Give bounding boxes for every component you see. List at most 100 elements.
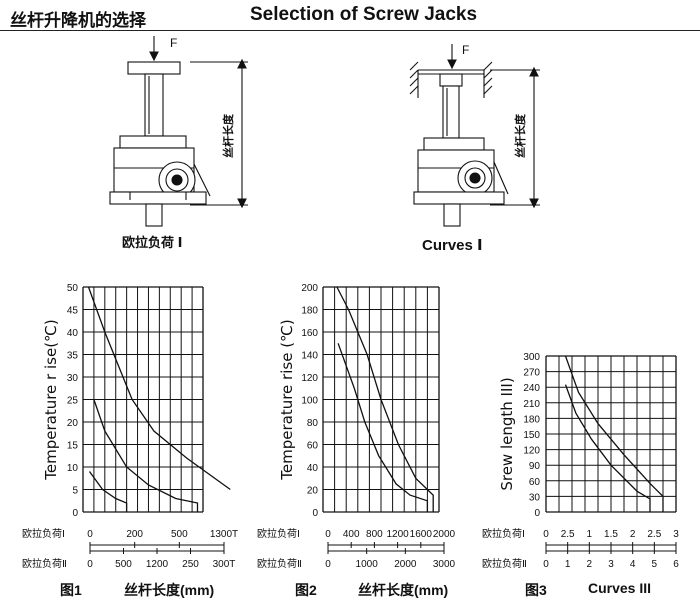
screw-length-label-left: 丝杆长度 <box>221 113 235 158</box>
euler-tick-label: 300T <box>213 559 236 570</box>
euler-tick-label: 0 <box>325 559 331 570</box>
euler-tick-label: 0 <box>543 529 549 540</box>
euler-tick-label: 0 <box>87 559 93 570</box>
header-title-cn: 丝杆升降机的选择 <box>10 11 146 30</box>
euler-tick-label: 1600 <box>410 529 433 540</box>
caption-fig1: 图1 <box>60 582 82 598</box>
chart-2: 0 20 40 60 80 100 120 140 160 180 200 Temperature r… <box>257 283 456 570</box>
header-divider <box>0 30 700 31</box>
euler-scale-label: 欧拉负荷Ⅱ <box>257 557 302 570</box>
y-tick-label: 120 <box>523 446 540 457</box>
euler-tick-label: 1 <box>565 559 571 570</box>
euler-scale-label: 欧拉负荷Ⅱ <box>22 557 67 570</box>
y-tick-label: 35 <box>67 351 79 362</box>
euler-tick-label: 4 <box>630 559 636 570</box>
y-tick-label: 300 <box>523 352 540 363</box>
euler-tick-label: 3 <box>673 529 679 540</box>
y-tick-label: 60 <box>307 441 319 452</box>
y-tick-label: 270 <box>523 368 540 379</box>
y-tick-label: 5 <box>72 486 78 497</box>
y-tick-label: 0 <box>72 508 78 519</box>
euler-tick-label: 0 <box>325 529 331 540</box>
euler-tick-label: 0 <box>543 559 549 570</box>
caption-x1: 丝杆长度(mm) <box>124 582 215 598</box>
y-tick-label: 200 <box>301 283 318 294</box>
series-curve <box>564 355 664 512</box>
caption-x2: 丝杆长度(mm) <box>358 582 449 598</box>
euler-tick-label: 1200 <box>386 529 409 540</box>
euler-tick-label: 800 <box>366 529 383 540</box>
y-tick-label: 180 <box>301 306 318 317</box>
euler-tick-label: 1 <box>587 529 593 540</box>
header-title-en: Selection of Screw Jacks <box>250 4 478 25</box>
force-label-right: F <box>462 43 469 57</box>
caption-fig3: 图3 <box>525 582 547 598</box>
euler-tick-label: 0 <box>87 529 93 540</box>
y-tick-label: 120 <box>301 373 318 384</box>
chart-1: 0 5 10 15 20 25 30 35 40 45 50 Temperature r ise(℃)… <box>22 283 238 570</box>
y-axis-label: Srew length III) <box>498 377 516 490</box>
y-tick-label: 25 <box>67 396 79 407</box>
y-axis-label: Temperature rise (℃) <box>278 319 296 480</box>
euler-tick-label: 3000 <box>433 559 456 570</box>
euler-scale-label: 欧拉负荷Ⅰ <box>257 527 300 540</box>
series-curve <box>93 399 199 512</box>
y-tick-label: 90 <box>529 461 541 472</box>
y-tick-label: 100 <box>301 396 318 407</box>
y-tick-label: 45 <box>67 306 79 317</box>
euler-tick-label: 250 <box>182 559 199 570</box>
force-label-left: F <box>170 36 177 50</box>
y-tick-label: 180 <box>523 414 540 425</box>
series-curve <box>88 471 128 512</box>
euler-scale-label: 欧拉负荷Ⅰ <box>22 527 65 540</box>
y-tick-label: 20 <box>307 486 319 497</box>
euler-tick-label: 500 <box>171 529 188 540</box>
euler-scale-label: 欧拉负荷Ⅰ <box>482 527 525 540</box>
y-tick-label: 10 <box>67 463 79 474</box>
caption-x3: Curves III <box>588 580 652 596</box>
euler-tick-label: 1.5 <box>604 529 618 540</box>
screw-jack-left <box>109 36 248 227</box>
series-curve <box>87 286 231 491</box>
caption-euler-load: 欧拉负荷 Ⅰ <box>122 235 183 250</box>
euler-tick-label: 2000 <box>433 529 456 540</box>
screw-jack-right <box>409 44 540 227</box>
y-axis-label: Temperature r ise(℃) <box>42 319 60 480</box>
y-tick-label: 15 <box>67 441 79 452</box>
euler-tick-label: 2 <box>630 529 636 540</box>
y-tick-label: 40 <box>67 328 79 339</box>
series-curve <box>336 286 434 512</box>
y-tick-label: 0 <box>534 508 540 519</box>
y-tick-label: 20 <box>67 418 79 429</box>
screw-length-label-right: 丝杆长度 <box>513 113 527 158</box>
y-tick-label: 210 <box>523 399 540 410</box>
euler-tick-label: 6 <box>673 559 679 570</box>
euler-tick-label: 1200 <box>146 559 169 570</box>
y-tick-label: 150 <box>523 430 540 441</box>
euler-tick-label: 2 <box>587 559 593 570</box>
series-curve <box>337 343 429 512</box>
euler-scale-label: 欧拉负荷Ⅱ <box>482 557 527 570</box>
euler-tick-label: 400 <box>343 529 360 540</box>
y-tick-label: 240 <box>523 383 540 394</box>
y-tick-label: 60 <box>529 477 541 488</box>
euler-tick-label: 2000 <box>394 559 417 570</box>
euler-tick-label: 3 <box>608 559 614 570</box>
euler-tick-label: 500 <box>115 559 132 570</box>
euler-tick-label: 1300T <box>210 529 238 540</box>
euler-tick-label: 2.5 <box>561 529 575 540</box>
euler-tick-label: 200 <box>126 529 143 540</box>
euler-tick-label: 5 <box>652 559 658 570</box>
y-tick-label: 0 <box>312 508 318 519</box>
caption-fig2: 图2 <box>295 582 317 598</box>
caption-curves-1: Curves Ⅰ <box>422 237 483 254</box>
y-tick-label: 160 <box>301 328 318 339</box>
y-tick-label: 40 <box>307 463 319 474</box>
series-curve <box>564 384 651 512</box>
y-tick-label: 30 <box>67 373 79 384</box>
euler-tick-label: 2.5 <box>647 529 661 540</box>
y-tick-label: 50 <box>67 283 79 294</box>
